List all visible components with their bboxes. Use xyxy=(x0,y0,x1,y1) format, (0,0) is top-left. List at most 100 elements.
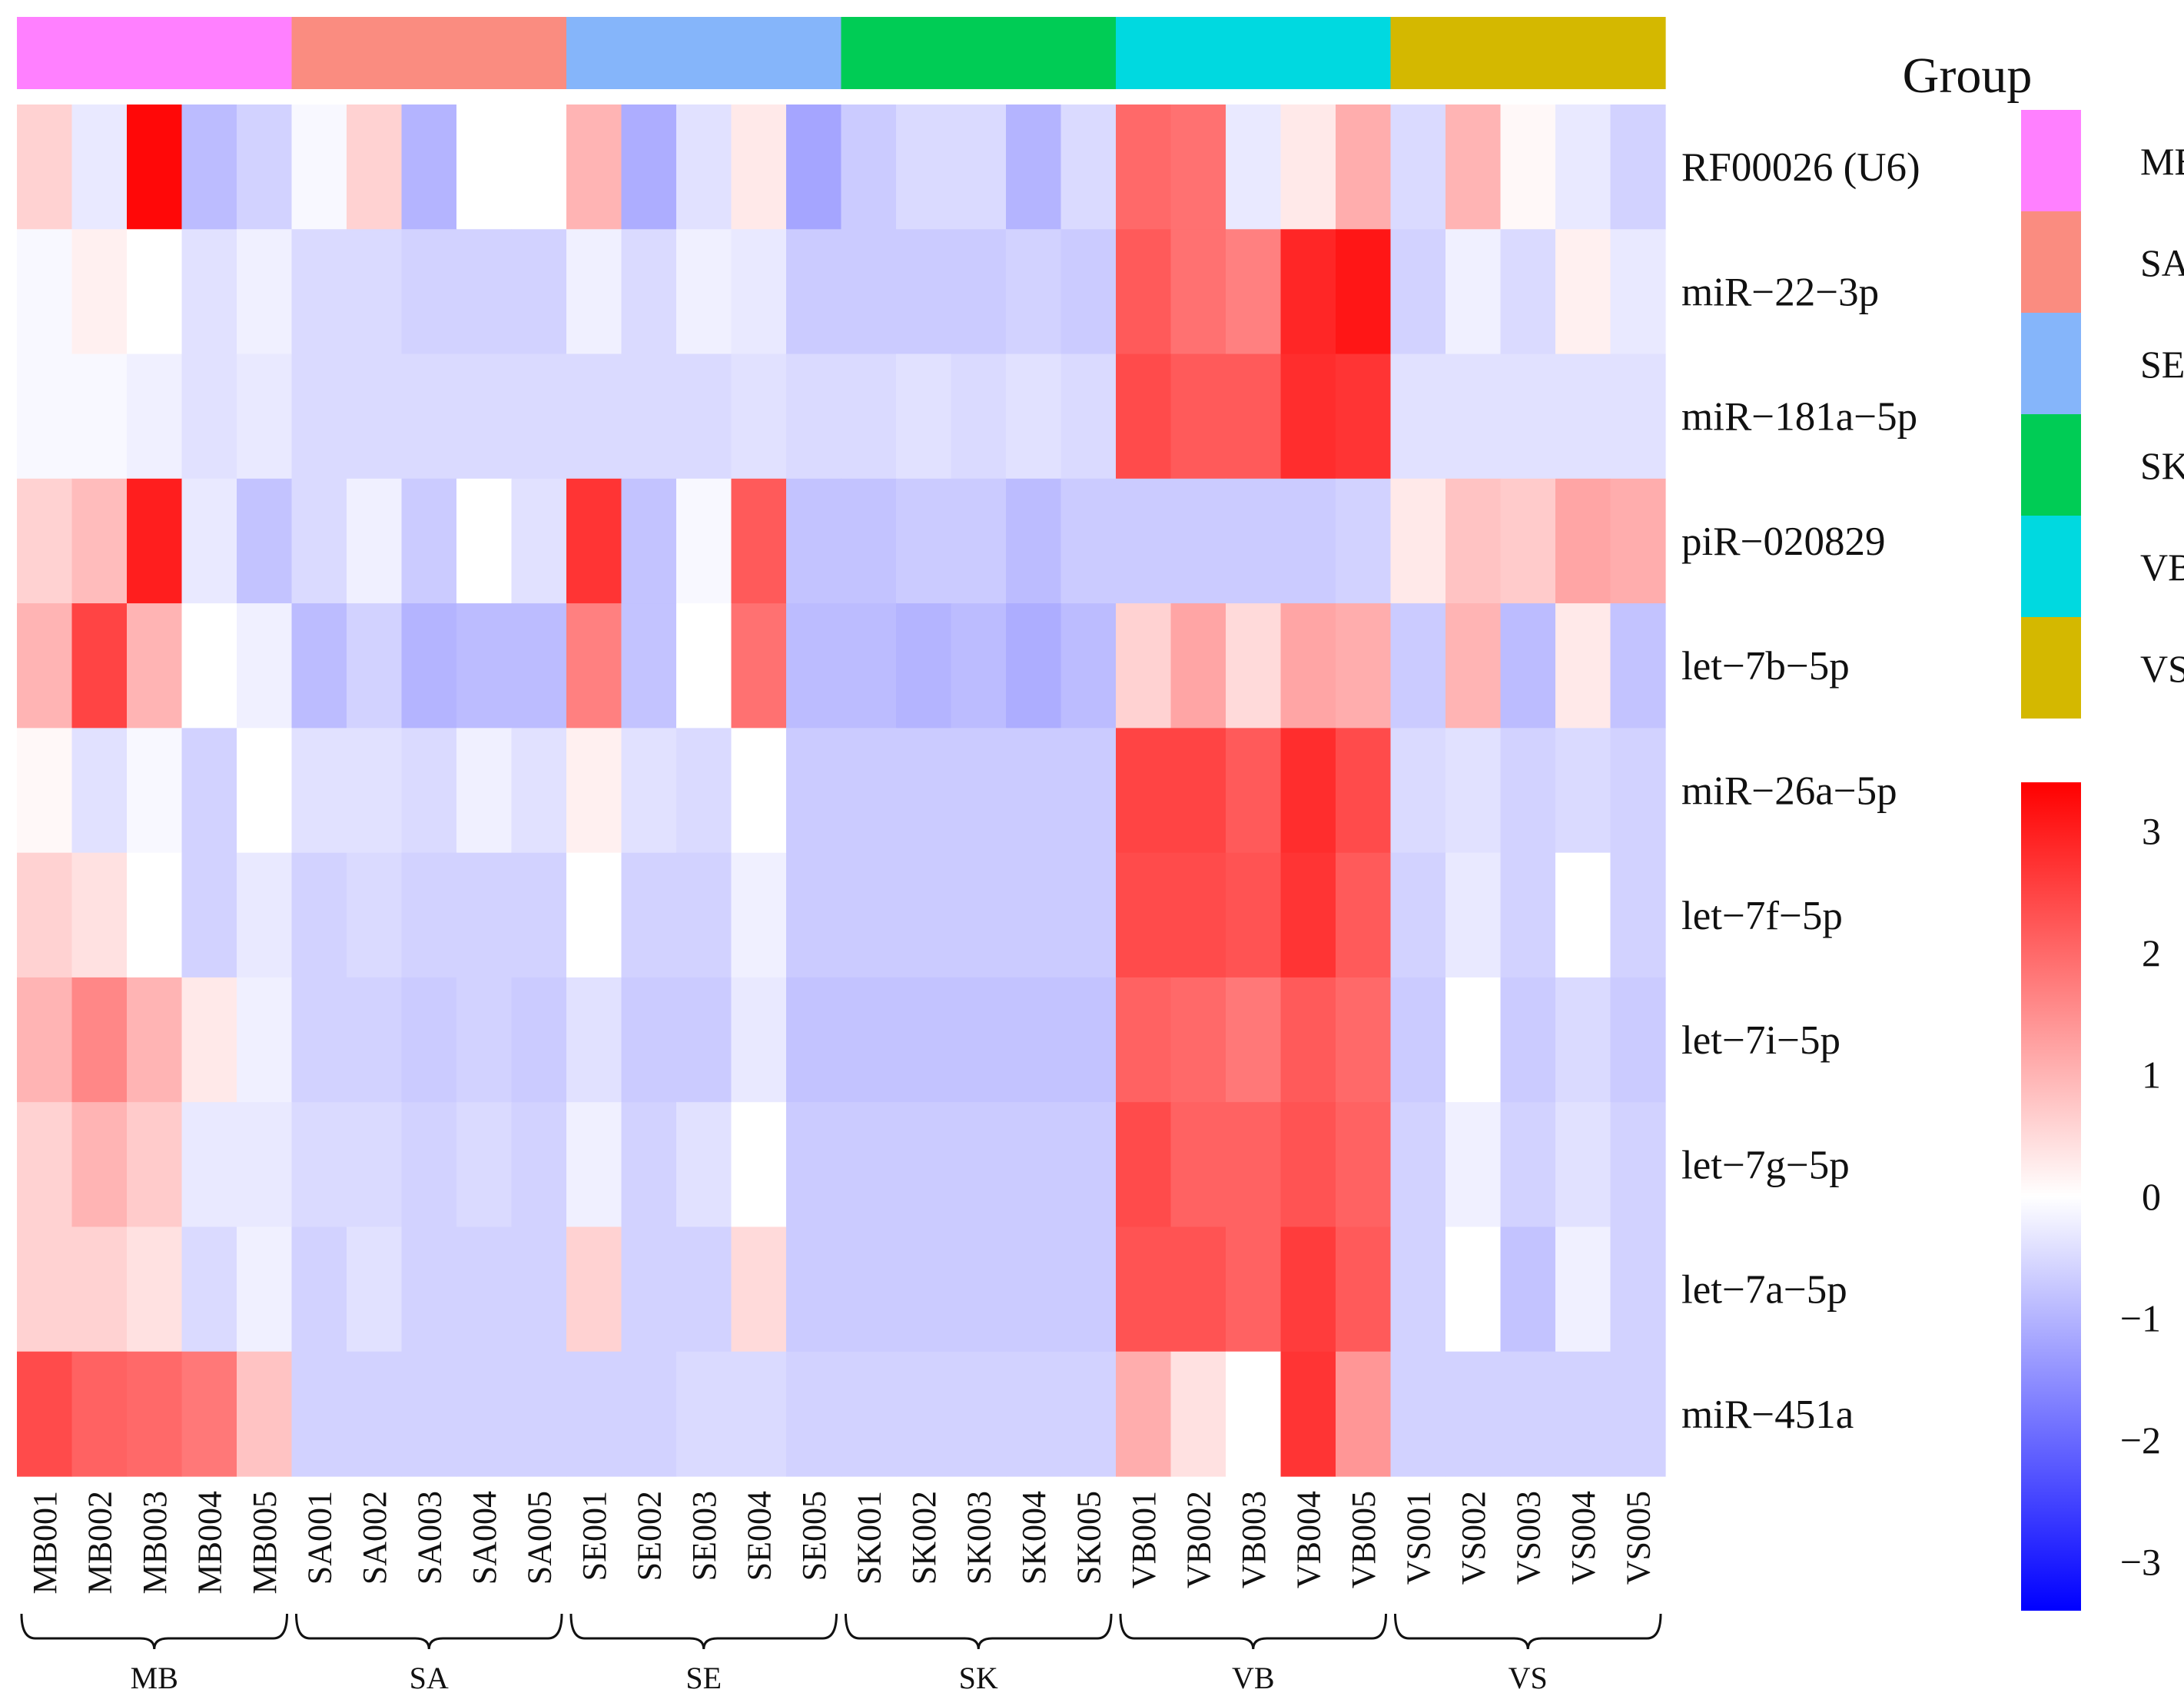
heat-cell-mir-181a-5p-mb002 xyxy=(71,353,128,480)
heat-cell-let-7i-5p-se001 xyxy=(566,977,622,1103)
column-label-sk001: SK001 xyxy=(850,1491,888,1585)
annotation-cell-sa004 xyxy=(456,17,513,89)
heat-cell-rf00026-u6-vb002 xyxy=(1170,105,1226,230)
heat-cell-mir-181a-5p-vb005 xyxy=(1336,353,1392,480)
heat-cell-mir-22-3p-vb005 xyxy=(1336,229,1392,355)
heat-cell-mir-451a-sa001 xyxy=(291,1351,347,1477)
heat-cell-mir-181a-5p-sa001 xyxy=(291,353,347,480)
heat-cell-rf00026-u6-vb004 xyxy=(1280,105,1336,230)
heat-cell-rf00026-u6-sk001 xyxy=(841,105,897,230)
heat-cell-rf00026-u6-vb001 xyxy=(1116,105,1172,230)
heat-cell-mir-181a-5p-vs002 xyxy=(1445,353,1502,480)
heat-cell-mir-181a-5p-mb001 xyxy=(17,353,73,480)
column-label-sk005: SK005 xyxy=(1070,1491,1107,1585)
column-label-vb004: VB004 xyxy=(1289,1491,1327,1588)
heat-cell-let-7f-5p-sa005 xyxy=(511,852,567,978)
heat-cell-mir-451a-vs004 xyxy=(1555,1351,1611,1477)
heat-cell-let-7g-5p-vb003 xyxy=(1226,1102,1282,1228)
annotation-cell-se002 xyxy=(621,17,677,89)
legend-swatch-sa xyxy=(2021,211,2081,313)
heat-cell-let-7a-5p-sk005 xyxy=(1060,1226,1117,1353)
group-brackets: MB SA SE SK VB VS xyxy=(20,1613,1662,1695)
heat-cell-let-7i-5p-vb002 xyxy=(1170,977,1226,1103)
heat-cell-let-7f-5p-vs001 xyxy=(1390,852,1446,978)
row-label-let-7f-5p: let−7f−5p xyxy=(1681,894,1843,938)
group-bracket-mb xyxy=(20,1613,288,1650)
heat-cell-mir-451a-vb002 xyxy=(1170,1351,1226,1477)
heat-cell-let-7b-5p-vs002 xyxy=(1445,603,1502,729)
heat-cell-mir-451a-sk004 xyxy=(1006,1351,1062,1477)
heat-cell-let-7i-5p-sk001 xyxy=(841,977,897,1103)
heat-cell-pir-020829-mb003 xyxy=(127,478,183,604)
heat-cell-let-7i-5p-sa002 xyxy=(347,977,403,1103)
annotation-cell-sk004 xyxy=(1006,17,1062,89)
column-label-se004: SE004 xyxy=(740,1491,778,1581)
heat-cell-mir-181a-5p-vb003 xyxy=(1226,353,1282,480)
heat-cell-let-7i-5p-mb005 xyxy=(237,977,293,1103)
heat-cell-mir-26a-5p-se003 xyxy=(676,728,732,854)
column-label-vs003: VS003 xyxy=(1509,1491,1547,1585)
heat-cell-rf00026-u6-se003 xyxy=(676,105,732,230)
annotation-cell-vs001 xyxy=(1390,17,1446,89)
row-label-mir-451a: miR−451a xyxy=(1681,1392,1854,1437)
annotation-cell-se003 xyxy=(676,17,732,89)
heat-cell-let-7i-5p-sk002 xyxy=(896,977,952,1103)
row-label-let-7i-5p: let−7i−5p xyxy=(1681,1018,1840,1063)
heat-cell-let-7g-5p-vs003 xyxy=(1500,1102,1556,1228)
heat-cell-let-7a-5p-sk001 xyxy=(841,1226,897,1353)
heat-cell-mir-26a-5p-vs003 xyxy=(1500,728,1556,854)
heat-cell-rf00026-u6-se005 xyxy=(786,105,842,230)
heat-cell-let-7g-5p-vb001 xyxy=(1116,1102,1172,1228)
annotation-cell-mb003 xyxy=(127,17,183,89)
legend-label-se: SE xyxy=(2140,343,2184,386)
heat-cell-let-7f-5p-vb005 xyxy=(1336,852,1392,978)
heat-cell-mir-26a-5p-se005 xyxy=(786,728,842,854)
heat-cell-let-7b-5p-vs005 xyxy=(1610,603,1666,729)
heat-cell-mir-451a-sa004 xyxy=(456,1351,513,1477)
annotation-cell-vs003 xyxy=(1500,17,1556,89)
heat-cell-mir-181a-5p-sk005 xyxy=(1060,353,1117,480)
heat-cell-mir-451a-vb001 xyxy=(1116,1351,1172,1477)
heat-cell-let-7f-5p-sk005 xyxy=(1060,852,1117,978)
heat-cell-let-7b-5p-vb003 xyxy=(1226,603,1282,729)
heat-cell-mir-22-3p-vb001 xyxy=(1116,229,1172,355)
column-label-sk002: SK002 xyxy=(905,1491,943,1585)
annotation-cell-mb002 xyxy=(71,17,128,89)
heat-cell-pir-020829-mb004 xyxy=(181,478,237,604)
heat-cell-let-7b-5p-se005 xyxy=(786,603,842,729)
heat-cell-let-7g-5p-se002 xyxy=(621,1102,677,1228)
group-bracket-label-vs: VS xyxy=(1509,1661,1548,1695)
heat-cell-rf00026-u6-sk005 xyxy=(1060,105,1117,230)
heat-cell-mir-451a-mb004 xyxy=(181,1351,237,1477)
heat-cell-pir-020829-sa004 xyxy=(456,478,513,604)
heat-cell-rf00026-u6-vs004 xyxy=(1555,105,1611,230)
heat-cell-rf00026-u6-vs003 xyxy=(1500,105,1556,230)
heat-cell-let-7i-5p-sk004 xyxy=(1006,977,1062,1103)
heat-cell-mir-181a-5p-mb004 xyxy=(181,353,237,480)
annotation-cell-sk003 xyxy=(951,17,1007,89)
heat-cell-mir-181a-5p-vb001 xyxy=(1116,353,1172,480)
heat-cell-mir-26a-5p-vs002 xyxy=(1445,728,1502,854)
annotation-cell-vb003 xyxy=(1226,17,1282,89)
color-scale-tick: −2 xyxy=(2120,1419,2161,1462)
heat-cell-rf00026-u6-se004 xyxy=(731,105,787,230)
heat-cell-let-7b-5p-mb004 xyxy=(181,603,237,729)
heat-cell-let-7a-5p-vb005 xyxy=(1336,1226,1392,1353)
heat-cell-let-7b-5p-se004 xyxy=(731,603,787,729)
column-label-mb004: MB004 xyxy=(191,1491,228,1594)
heat-cell-let-7g-5p-vs002 xyxy=(1445,1102,1502,1228)
heat-cell-mir-22-3p-vb002 xyxy=(1170,229,1226,355)
heat-cell-mir-26a-5p-sk002 xyxy=(896,728,952,854)
heat-cell-let-7g-5p-sa001 xyxy=(291,1102,347,1228)
heat-cell-let-7g-5p-mb003 xyxy=(127,1102,183,1228)
heat-cell-mir-22-3p-se003 xyxy=(676,229,732,355)
heat-cell-pir-020829-mb002 xyxy=(71,478,128,604)
heat-cell-let-7i-5p-sa004 xyxy=(456,977,513,1103)
heat-cell-pir-020829-vb004 xyxy=(1280,478,1336,604)
heat-cell-let-7f-5p-vb002 xyxy=(1170,852,1226,978)
heat-cell-let-7i-5p-sk003 xyxy=(951,977,1007,1103)
heat-cell-let-7f-5p-sa004 xyxy=(456,852,513,978)
column-label-sk003: SK003 xyxy=(960,1491,997,1585)
heat-cell-let-7i-5p-vb005 xyxy=(1336,977,1392,1103)
